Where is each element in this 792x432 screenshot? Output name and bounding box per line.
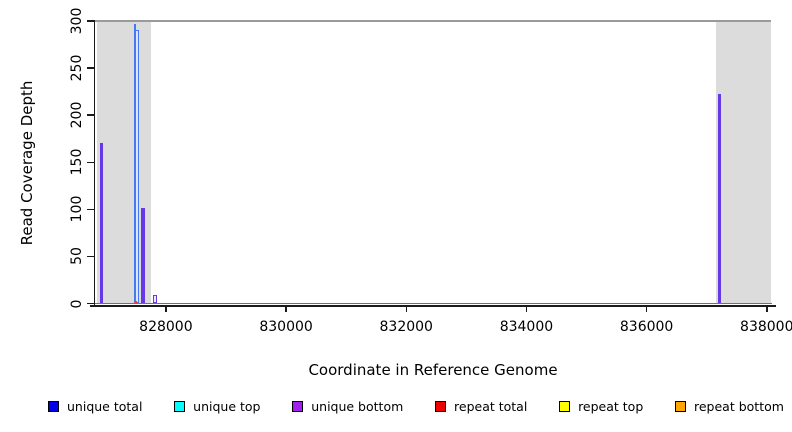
y-tick [86, 255, 94, 258]
legend: unique total unique top unique bottom repea… [48, 399, 784, 414]
legend-swatch-icon [48, 401, 59, 412]
x-tick-label: 838000 [740, 319, 792, 335]
legend-swatch-icon [292, 401, 304, 412]
y-tick-label: 100 [69, 195, 85, 223]
y-tick [86, 208, 94, 211]
legend-label: repeat total [454, 399, 528, 414]
y-tick [86, 114, 94, 116]
right-shaded-region [715, 21, 771, 304]
y-tick-label: 200 [69, 101, 85, 129]
x-axis-title: Coordinate in Reference Genome [308, 361, 558, 379]
legend-label: unique bottom [311, 399, 404, 414]
y-tick-label: 0 [69, 299, 85, 308]
legend-swatch-icon [435, 401, 447, 412]
x-tick [285, 305, 287, 312]
legend-label: repeat top [578, 399, 644, 414]
x-tick-label: 830000 [259, 319, 313, 335]
reference-line-300 [89, 19, 771, 22]
coverage-spike-unique-bottom [99, 143, 104, 304]
y-tick [86, 302, 94, 305]
y-axis-title: Read Coverage Depth [18, 80, 36, 246]
coverage-spike-unique-total [135, 30, 140, 304]
x-tick [165, 305, 167, 312]
x-tick [525, 305, 528, 312]
legend-swatch-icon [559, 401, 571, 412]
x-tick-label: 828000 [139, 319, 193, 335]
coverage-spike-unique-bottom [717, 94, 722, 304]
x-tick-label: 832000 [379, 319, 433, 335]
y-tick [86, 20, 94, 22]
legend-item-unique-bottom: unique bottom [292, 399, 403, 414]
legend-item-repeat-total: repeat total [435, 399, 527, 414]
y-tick-label: 250 [69, 54, 85, 82]
x-tick [405, 305, 407, 312]
legend-label: repeat bottom [694, 399, 784, 414]
coverage-spike-unique-bottom [141, 208, 145, 304]
legend-label: unique total [67, 399, 143, 414]
legend-item-unique-total: unique total [48, 399, 142, 414]
x-tick-label: 836000 [619, 319, 674, 335]
legend-label: unique top [193, 399, 261, 414]
legend-item-unique-top: unique top [174, 399, 260, 414]
y-tick-label: 50 [69, 247, 85, 266]
y-tick [86, 161, 94, 163]
y-tick-label: 150 [69, 148, 85, 176]
x-tick [766, 305, 768, 312]
legend-item-repeat-bottom: repeat bottom [675, 399, 784, 414]
legend-swatch-icon [675, 401, 686, 412]
y-tick [86, 67, 94, 69]
baseline-coverage-line [95, 302, 772, 305]
x-axis-line [90, 305, 776, 307]
y-axis-line [93, 20, 95, 306]
x-tick [645, 305, 648, 312]
y-tick-label: 300 [69, 7, 85, 35]
legend-swatch-icon [174, 401, 186, 412]
legend-item-repeat-top: repeat top [559, 399, 643, 414]
x-tick-label: 834000 [499, 319, 554, 335]
